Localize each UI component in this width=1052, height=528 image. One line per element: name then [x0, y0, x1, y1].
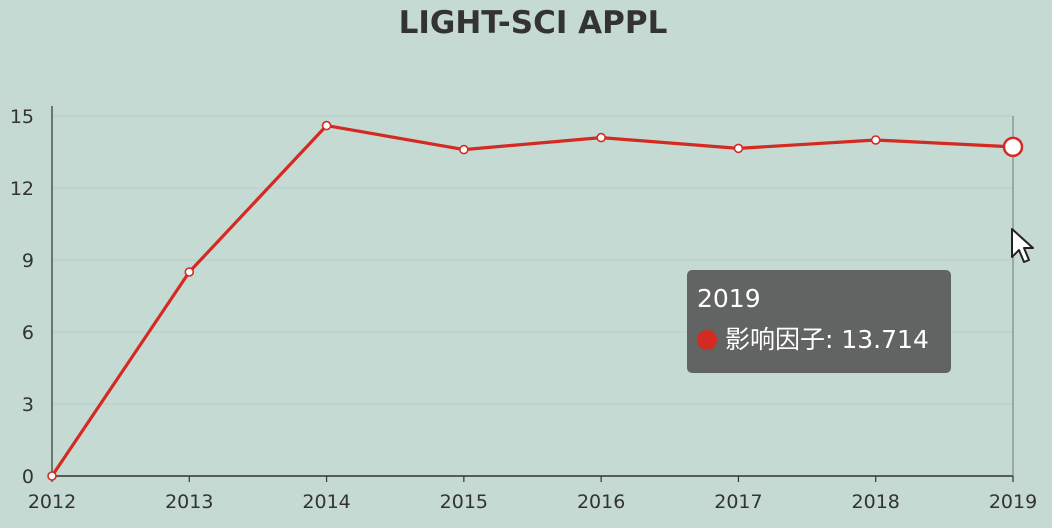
tooltip-row: 影响因子: 13.714 — [697, 325, 941, 355]
x-tick-label: 2018 — [852, 491, 900, 513]
x-tick-label: 2017 — [714, 491, 762, 513]
data-point — [321, 120, 332, 131]
x-tick-label: 2014 — [302, 491, 350, 513]
tooltip-title: 2019 — [697, 284, 761, 313]
series-line — [50, 123, 1015, 478]
series-marker-icon — [697, 330, 717, 350]
data-point — [47, 471, 57, 481]
data-point — [733, 143, 744, 154]
data-point — [459, 144, 469, 155]
series-layer — [50, 123, 1015, 478]
y-tick-label: 0 — [22, 466, 34, 488]
y-tick-label: 15 — [10, 106, 34, 128]
x-tick-label: 2012 — [28, 491, 76, 513]
y-tick-label: 9 — [22, 250, 34, 272]
chart-tooltip: 2019 影响因子: 13.714 — [687, 270, 951, 373]
y-tick-label: 6 — [22, 322, 34, 344]
tooltip-value: 影响因子: 13.714 — [725, 325, 929, 354]
data-point — [870, 135, 881, 145]
data-point — [596, 132, 606, 143]
data-point-highlighted — [1002, 136, 1024, 158]
chart-title: LIGHT-SCI APPL — [399, 5, 668, 41]
x-tick-label: 2015 — [440, 491, 488, 513]
x-tick-label: 2013 — [165, 491, 213, 513]
mouse-pointer-icon — [1011, 228, 1034, 263]
tick-labels: 0 3 6 9 12 15 2012 2013 2014 2015 2016 2017 2018 2019 — [10, 106, 1037, 513]
x-tick-label: 2016 — [577, 491, 625, 513]
data-points — [47, 120, 1024, 481]
y-tick-label: 3 — [22, 394, 34, 416]
x-tick-label: 2019 — [989, 491, 1037, 513]
axes — [51, 106, 1014, 482]
data-point — [184, 267, 195, 277]
y-tick-label: 12 — [10, 178, 34, 200]
